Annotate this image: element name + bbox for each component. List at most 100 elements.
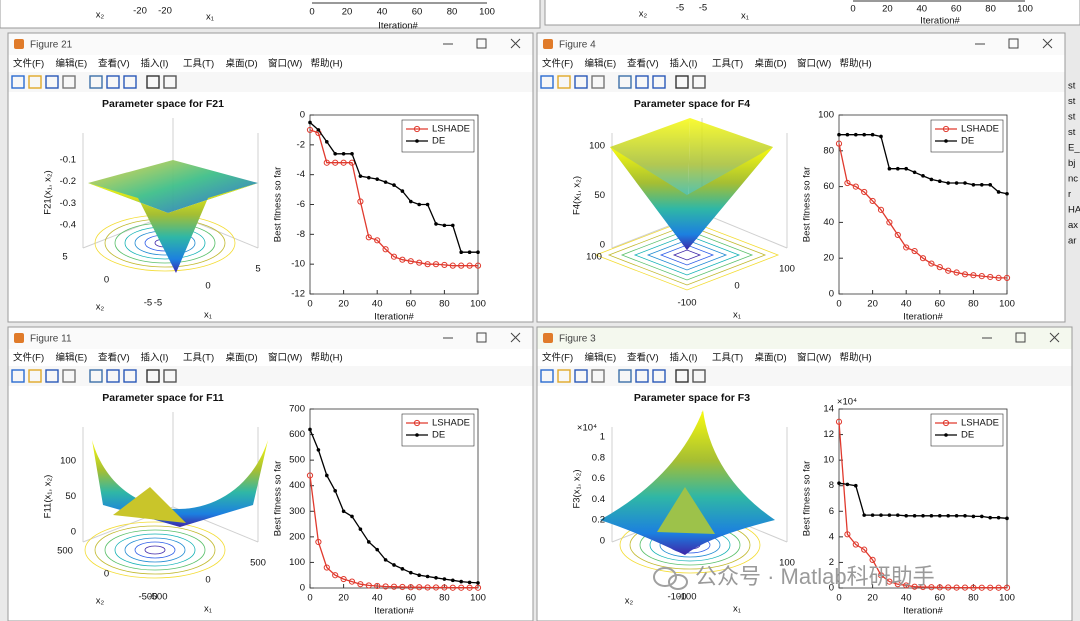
menu-item[interactable]: 插入(I) bbox=[141, 58, 169, 70]
maximize-button[interactable] bbox=[1008, 38, 1019, 49]
data-point bbox=[987, 584, 994, 591]
menu-item[interactable]: 窗口(W) bbox=[797, 58, 831, 70]
contour bbox=[672, 249, 702, 261]
toolbar-button[interactable] bbox=[635, 75, 649, 89]
toolbar-button[interactable] bbox=[45, 75, 59, 89]
toolbar-button[interactable] bbox=[635, 369, 649, 383]
toolbar-button[interactable] bbox=[540, 369, 554, 383]
clipped-text: st bbox=[1068, 112, 1076, 123]
menu-item[interactable]: 查看(V) bbox=[627, 352, 659, 364]
menu-item[interactable]: 桌面(D) bbox=[226, 352, 258, 364]
close-button[interactable] bbox=[510, 332, 521, 343]
close-button[interactable] bbox=[1049, 332, 1060, 343]
toolbar-button[interactable] bbox=[123, 75, 137, 89]
menu-item[interactable]: 帮助(H) bbox=[311, 58, 343, 70]
menu-item[interactable]: 编辑(E) bbox=[585, 352, 617, 364]
data-point bbox=[425, 202, 430, 207]
toolbar-button[interactable] bbox=[123, 369, 137, 383]
toolbar-button[interactable] bbox=[89, 75, 103, 89]
data-point bbox=[971, 183, 976, 187]
data-point bbox=[432, 584, 440, 591]
data-point bbox=[407, 584, 414, 591]
menu-item[interactable]: 工具(T) bbox=[183, 353, 214, 364]
toolbar-button[interactable] bbox=[146, 369, 160, 383]
data-point bbox=[938, 179, 942, 184]
menu-item[interactable]: 工具(T) bbox=[712, 59, 743, 70]
maximize-button[interactable] bbox=[1015, 332, 1026, 343]
menu-item[interactable]: 工具(T) bbox=[183, 59, 214, 70]
menu-item[interactable]: 桌面(D) bbox=[755, 352, 787, 364]
surface bbox=[610, 147, 687, 250]
toolbar-button[interactable] bbox=[675, 369, 689, 383]
menu-item[interactable]: 查看(V) bbox=[98, 352, 130, 364]
menu-item[interactable]: 查看(V) bbox=[98, 58, 130, 70]
data-point bbox=[416, 259, 423, 266]
menu-item[interactable]: 文件(F) bbox=[13, 352, 44, 364]
toolbar-button[interactable] bbox=[11, 369, 25, 383]
menu-item[interactable]: 帮助(H) bbox=[311, 352, 343, 364]
x1-axis-label: x₁ bbox=[204, 604, 212, 615]
data-point bbox=[392, 563, 396, 567]
y-axis-label: Best fitness so far bbox=[273, 167, 284, 243]
toolbar-button[interactable] bbox=[28, 369, 42, 383]
menu-item[interactable]: 编辑(E) bbox=[56, 58, 88, 70]
menu-item[interactable]: 文件(F) bbox=[542, 352, 573, 364]
toolbar-button[interactable] bbox=[574, 369, 588, 383]
toolbar-button[interactable] bbox=[675, 75, 689, 89]
data-point bbox=[854, 483, 858, 488]
menu-item[interactable]: 文件(F) bbox=[13, 58, 44, 70]
z-tick-label: -0.3 bbox=[60, 198, 76, 209]
toolbar-button[interactable] bbox=[618, 75, 632, 89]
toolbar-button[interactable] bbox=[557, 75, 571, 89]
toolbar-button[interactable] bbox=[652, 369, 666, 383]
x-tick-label: 100 bbox=[999, 299, 1015, 310]
menu-item[interactable]: 插入(I) bbox=[141, 352, 169, 364]
menu-item[interactable]: 桌面(D) bbox=[755, 58, 787, 70]
close-button[interactable] bbox=[1042, 38, 1053, 49]
toolbar-button[interactable] bbox=[692, 75, 706, 89]
menu-item[interactable]: 桌面(D) bbox=[226, 58, 258, 70]
toolbar-button[interactable] bbox=[557, 369, 571, 383]
toolbar-button[interactable] bbox=[618, 369, 632, 383]
data-point bbox=[383, 180, 388, 184]
toolbar-button[interactable] bbox=[106, 369, 120, 383]
toolbar-button[interactable] bbox=[163, 75, 177, 89]
toolbar-button[interactable] bbox=[146, 75, 160, 89]
menu-item[interactable]: 窗口(W) bbox=[268, 352, 302, 364]
toolbar-button[interactable] bbox=[540, 75, 554, 89]
toolbar-button[interactable] bbox=[62, 75, 76, 89]
toolbar-button[interactable] bbox=[89, 369, 103, 383]
toolbar-button[interactable] bbox=[28, 75, 42, 89]
data-point bbox=[476, 581, 480, 585]
x-tick-label: 20 bbox=[338, 299, 349, 310]
toolbar-button[interactable] bbox=[106, 75, 120, 89]
close-button[interactable] bbox=[510, 38, 521, 49]
menu-item[interactable]: 帮助(H) bbox=[840, 58, 872, 70]
data-point bbox=[357, 198, 364, 205]
legend-label: DE bbox=[961, 136, 974, 147]
menu-item[interactable]: 插入(I) bbox=[670, 352, 698, 364]
toolbar-button[interactable] bbox=[591, 75, 605, 89]
toolbar-button[interactable] bbox=[45, 369, 59, 383]
menu-item[interactable]: 插入(I) bbox=[670, 58, 698, 70]
menu-item[interactable]: 窗口(W) bbox=[797, 352, 831, 364]
toolbar-button[interactable] bbox=[163, 369, 177, 383]
toolbar-button[interactable] bbox=[62, 369, 76, 383]
data-point bbox=[474, 584, 482, 591]
menu-item[interactable]: 窗口(W) bbox=[268, 58, 302, 70]
menu-item[interactable]: 编辑(E) bbox=[56, 352, 88, 364]
toolbar-button[interactable] bbox=[574, 75, 588, 89]
toolbar-button[interactable] bbox=[11, 75, 25, 89]
menu-item[interactable]: 帮助(H) bbox=[840, 352, 872, 364]
maximize-button[interactable] bbox=[476, 38, 487, 49]
menu-item[interactable]: 查看(V) bbox=[627, 58, 659, 70]
menu-item[interactable]: 工具(T) bbox=[712, 353, 743, 364]
maximize-button[interactable] bbox=[476, 332, 487, 343]
menu-item[interactable]: 文件(F) bbox=[542, 58, 573, 70]
toolbar-button[interactable] bbox=[591, 369, 605, 383]
data-point bbox=[961, 271, 969, 278]
toolbar-button[interactable] bbox=[692, 369, 706, 383]
toolbar-button[interactable] bbox=[652, 75, 666, 89]
y-axis-label: Best fitness so far bbox=[273, 461, 284, 537]
menu-item[interactable]: 编辑(E) bbox=[585, 58, 617, 70]
